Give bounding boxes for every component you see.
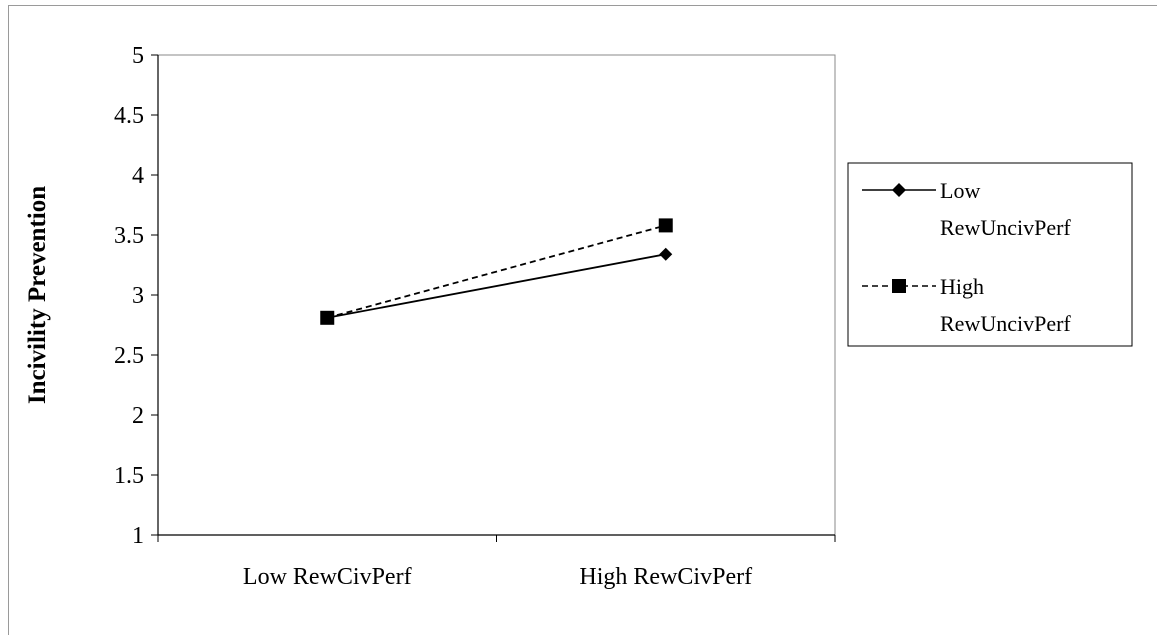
- legend-marker-diamond: [892, 183, 906, 197]
- chart-frame: [8, 5, 1157, 635]
- y-axis-ticks: 1 1.5 2 2.5 3 3.5 4 4.5 5: [114, 43, 158, 549]
- data-point-square: [658, 218, 673, 233]
- series-layer: [320, 218, 673, 325]
- y-tick-label: 5: [132, 43, 144, 69]
- line-chart: 1 1.5 2 2.5 3 3.5 4 4.5 5 Low RewCivPerf High Rew…: [24, 43, 1133, 590]
- y-tick-label: 3.5: [114, 223, 144, 249]
- data-point-diamond: [659, 247, 673, 261]
- legend: Low RewUncivPerf High RewUncivPerf: [847, 162, 1133, 347]
- y-tick-label: 2: [132, 403, 144, 429]
- y-axis-title: Incivility Prevention: [24, 186, 51, 404]
- x-category-label: Low RewCivPerf: [243, 564, 412, 590]
- legend-box: [847, 162, 1133, 347]
- y-tick-label: 1.5: [114, 463, 144, 489]
- legend-label-low-line2: RewUncivPerf: [940, 215, 1071, 240]
- data-point-diamond: [320, 311, 334, 325]
- y-tick-label: 2.5: [114, 343, 144, 369]
- x-category-label: High RewCivPerf: [579, 564, 752, 590]
- series-line-high-rewuncivperf: [327, 224, 666, 319]
- legend-label-high-line2: RewUncivPerf: [940, 311, 1071, 336]
- series-line-low-rewuncivperf: [327, 253, 666, 319]
- y-tick-label: 4.5: [114, 103, 144, 129]
- legend-marker-square: [892, 279, 906, 293]
- legend-label-high-line1: High: [940, 274, 984, 299]
- x-axis-ticks: Low RewCivPerf High RewCivPerf: [157, 535, 836, 590]
- plot-area: [157, 54, 836, 536]
- legend-label-low-line1: Low: [940, 178, 980, 203]
- y-tick-label: 3: [132, 283, 144, 309]
- y-tick-label: 4: [132, 163, 144, 189]
- y-tick-label: 1: [132, 523, 144, 549]
